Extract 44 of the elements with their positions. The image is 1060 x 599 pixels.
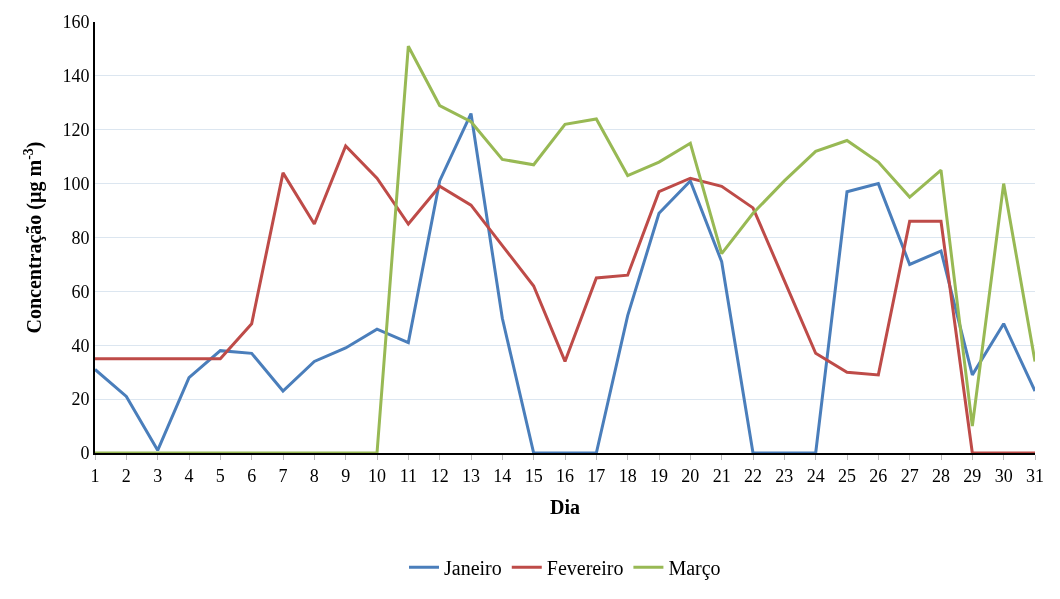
x-tick-label: 23 <box>775 465 794 486</box>
y-tick-label: 100 <box>62 173 90 194</box>
x-tick-label: 17 <box>587 465 606 486</box>
x-axis-title: Dia <box>550 495 580 518</box>
x-tick-label: 8 <box>309 465 319 486</box>
x-tick-label: 10 <box>368 465 386 486</box>
x-tick-label: 18 <box>618 465 637 486</box>
x-tick-label: 22 <box>744 465 762 486</box>
x-tick-label: 30 <box>994 465 1013 486</box>
x-tick-label: 5 <box>215 465 225 486</box>
x-tick-label: 4 <box>184 465 194 486</box>
y-tick-label: 140 <box>62 66 90 87</box>
legend-label: Março <box>668 557 721 581</box>
x-tick-label: 2 <box>121 465 131 486</box>
x-tick-label: 31 <box>1026 465 1044 486</box>
y-tick-label: 60 <box>71 281 90 302</box>
x-tick-label: 19 <box>650 465 668 486</box>
x-tick-label: 28 <box>932 465 950 486</box>
x-tick-label: 20 <box>681 465 700 486</box>
y-tick-label: 80 <box>71 227 90 248</box>
legend-label: Janeiro <box>444 557 502 580</box>
x-tick-label: 13 <box>462 465 480 486</box>
x-tick-label: 27 <box>900 465 919 486</box>
x-tick-label: 29 <box>963 465 982 486</box>
x-tick-label: 11 <box>399 465 417 486</box>
y-tick-label: 160 <box>62 12 90 33</box>
legend-label: Fevereiro <box>546 557 624 580</box>
x-tick-label: 12 <box>430 465 449 486</box>
x-tick-label: 16 <box>556 465 574 486</box>
x-tick-label: 24 <box>806 465 825 486</box>
x-tick-label: 26 <box>869 465 888 486</box>
x-tick-label: 15 <box>524 465 543 486</box>
x-tick-label: 7 <box>278 465 288 486</box>
x-tick-label: 3 <box>153 465 163 486</box>
y-tick-label: 0 <box>80 443 90 464</box>
x-tick-label: 1 <box>90 465 100 486</box>
y-tick-label: 40 <box>71 335 90 356</box>
x-tick-label: 25 <box>838 465 856 486</box>
x-tick-label: 21 <box>712 465 731 486</box>
x-tick-label: 9 <box>341 465 351 486</box>
y-tick-label: 120 <box>62 120 90 141</box>
x-tick-label: 6 <box>247 465 257 486</box>
y-tick-label: 20 <box>71 389 90 410</box>
x-tick-label: 14 <box>493 465 512 486</box>
